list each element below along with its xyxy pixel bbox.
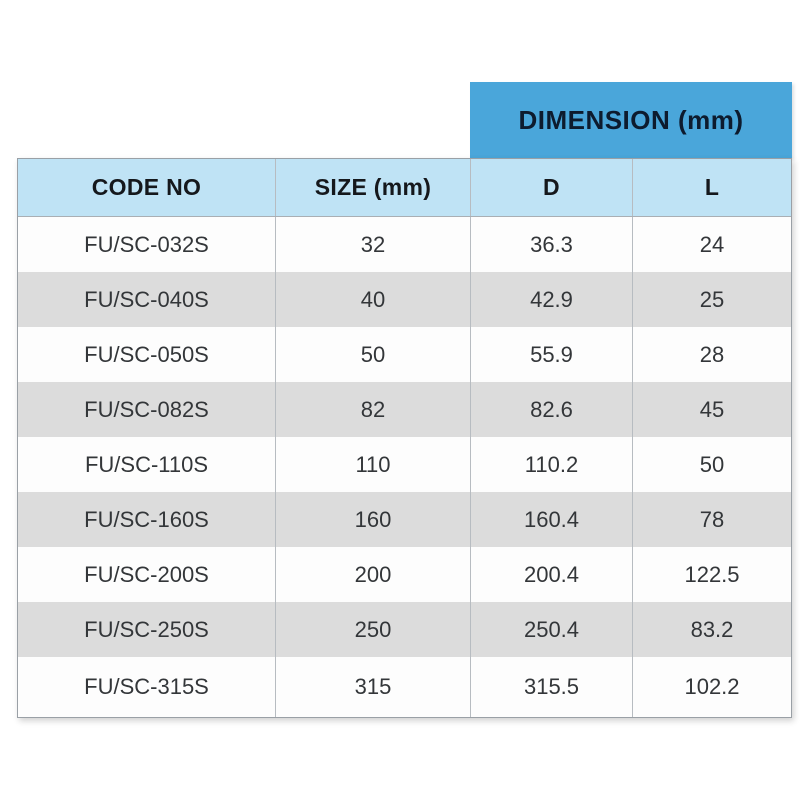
table-row: FU/SC-040S 40 42.9 25 [18,272,791,327]
cell-l: 83.2 [690,616,734,642]
cell-d: 315.5 [471,657,633,717]
dimension-header-band: DIMENSION (mm) [470,82,792,158]
spec-table: CODE NO SIZE (mm) D L FU/SC-032S 32 36.3… [17,158,792,718]
cell-d: 250.4 [471,602,633,657]
cell-code: FU/SC-250S [18,602,276,657]
cell-l: 78 [699,506,725,532]
table-row: FU/SC-050S 50 55.9 28 [18,327,791,382]
cell-l: 45 [699,396,725,422]
cell-d: 55.9 [471,327,633,382]
cell-d: 82.6 [471,382,633,437]
cell-code: FU/SC-050S [18,327,276,382]
cell-size: 82 [276,382,471,437]
table-row: FU/SC-110S 110 110.2 50 [18,437,791,492]
cell-d: 200.4 [471,547,633,602]
cell-l: 50 [699,451,725,477]
cell-size: 50 [276,327,471,382]
table-row: FU/SC-315S 315 315.5 102.2 [18,657,791,717]
table-row: FU/SC-200S 200 200.4 122.5 [18,547,791,602]
cell-code: FU/SC-315S [18,657,276,717]
cell-size: 32 [276,217,471,272]
cell-l: 102.2 [684,674,740,699]
column-header-d: D [471,159,633,216]
cell-code: FU/SC-032S [18,217,276,272]
cell-size: 40 [276,272,471,327]
table-header-row: CODE NO SIZE (mm) D L [18,159,791,217]
cell-code: FU/SC-200S [18,547,276,602]
table-row: FU/SC-032S 32 36.3 24 [18,217,791,272]
cell-size: 160 [276,492,471,547]
cell-d: 36.3 [471,217,633,272]
column-header-l: L [704,174,720,200]
cell-l: 25 [699,286,725,312]
cell-l: 28 [699,341,725,367]
cell-l: 122.5 [684,561,740,587]
cell-size: 200 [276,547,471,602]
cell-size: 315 [276,657,471,717]
cell-code: FU/SC-082S [18,382,276,437]
column-header-code-no: CODE NO [18,159,276,216]
column-header-size: SIZE (mm) [276,159,471,216]
cell-code: FU/SC-110S [18,437,276,492]
cell-d: 110.2 [471,437,633,492]
table-row: FU/SC-160S 160 160.4 78 [18,492,791,547]
dimension-header-label: DIMENSION (mm) [518,104,744,135]
table-row: FU/SC-250S 250 250.4 83.2 [18,602,791,657]
cell-code: FU/SC-040S [18,272,276,327]
table-row: FU/SC-082S 82 82.6 45 [18,382,791,437]
cell-l: 24 [699,231,725,257]
cell-d: 42.9 [471,272,633,327]
cell-d: 160.4 [471,492,633,547]
cell-code: FU/SC-160S [18,492,276,547]
cell-size: 250 [276,602,471,657]
cell-size: 110 [276,437,471,492]
